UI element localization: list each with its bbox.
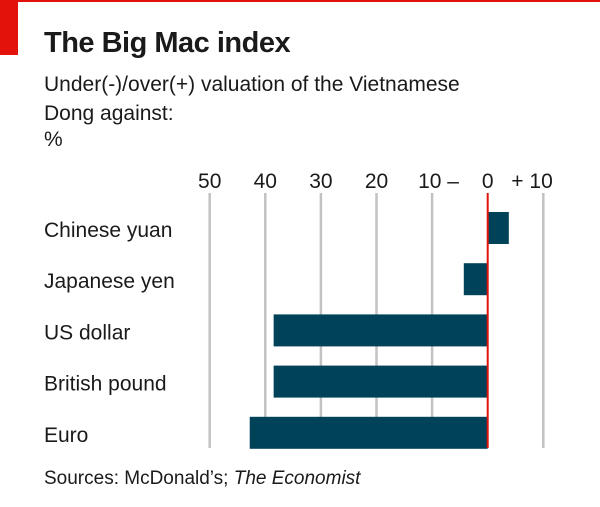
- bar-us-dollar: [273, 314, 488, 347]
- x-tick-label: 20: [365, 170, 388, 193]
- category-label: Chinese yuan: [44, 219, 172, 242]
- x-tick-labels: 50 40 30 20 10 – 0 + 10: [198, 170, 553, 193]
- category-labels: Chinese yuan Japanese yen US dollar British…: [44, 219, 175, 447]
- sources-italic: The Economist: [233, 468, 361, 489]
- brand-red-tag: [0, 0, 18, 55]
- x-tick-label: 10 –: [418, 170, 459, 193]
- category-label: Euro: [44, 424, 88, 447]
- bar-euro: [249, 416, 488, 449]
- category-label: Japanese yen: [44, 270, 175, 293]
- sources-note: Sources: McDonald’s; The Economist: [44, 468, 360, 490]
- bar-chinese-yuan: [487, 212, 509, 244]
- category-label: British pound: [44, 373, 167, 396]
- bar-japanese-yen: [463, 263, 488, 296]
- category-label: US dollar: [44, 321, 130, 344]
- x-tick-label: + 10: [511, 170, 552, 193]
- x-tick-label: 30: [309, 170, 332, 193]
- bar-british-pound: [273, 365, 488, 398]
- x-tick-label: 40: [254, 170, 277, 193]
- unit-label: %: [44, 128, 63, 151]
- sources-prefix: Sources: McDonald’s;: [44, 468, 234, 489]
- bars: [249, 212, 509, 449]
- x-tick-label: 50: [198, 170, 221, 193]
- chart-title: The Big Mac index: [44, 27, 291, 59]
- x-tick-label: 0: [482, 170, 494, 193]
- chart-subtitle: Under(-)/over(+) valuation of the Vietna…: [44, 73, 460, 125]
- top-rule: [0, 0, 600, 2]
